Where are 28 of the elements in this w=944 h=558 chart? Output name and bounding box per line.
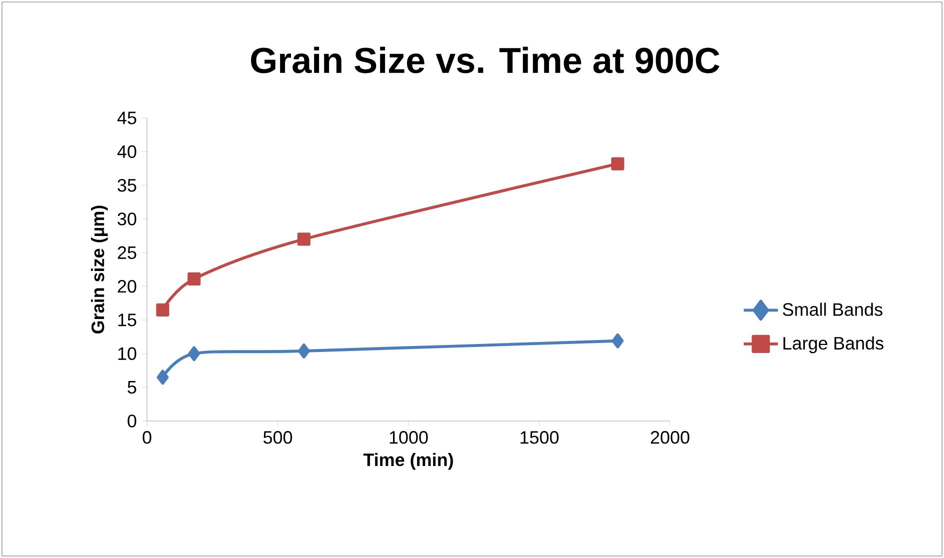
y-tick-label: 40 — [117, 145, 136, 158]
point — [156, 303, 170, 316]
point — [297, 232, 310, 246]
y-tick-label: 15 — [118, 314, 136, 326]
y-tick-label: 30 — [118, 212, 136, 226]
x-tick-label: 2000 — [650, 431, 690, 444]
y-tick-label: 45 — [117, 112, 136, 124]
x-tick-label: 1500 — [520, 431, 559, 444]
y-tick-label: 0 — [128, 414, 136, 428]
y-tick-label: 5 — [128, 381, 136, 394]
x-axis-title: Time (min) — [363, 452, 453, 470]
legend-label: Large Bands — [783, 336, 884, 354]
point — [188, 272, 201, 286]
y-tick-label: 10 — [118, 347, 136, 360]
point — [156, 370, 169, 385]
x-tick-label: 1000 — [390, 431, 428, 444]
y-axis-title: Grain size (µm) — [90, 206, 108, 334]
point — [612, 333, 624, 348]
y-tick-label: 35 — [118, 178, 136, 192]
x-tick-label: 0 — [142, 431, 152, 444]
point — [298, 344, 310, 358]
y-tick-label: 20 — [118, 280, 136, 293]
point — [188, 346, 200, 362]
x-tick-label: 500 — [263, 431, 292, 444]
y-tick-label: 25 — [118, 246, 136, 260]
point — [611, 157, 624, 170]
chart-title: Grain Size vs. Time at 900C — [251, 46, 720, 74]
legend-label: Small Bands — [782, 302, 882, 316]
